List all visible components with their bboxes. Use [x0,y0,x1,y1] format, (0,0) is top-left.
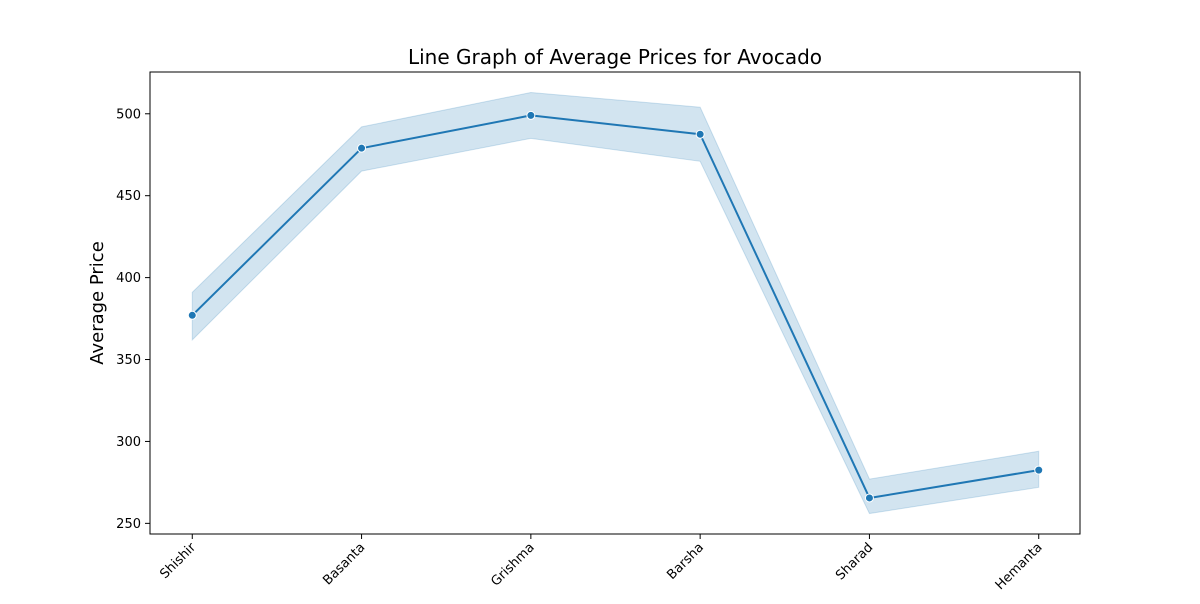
confidence-band [191,91,1040,515]
confidence-band-layer [191,91,1040,515]
data-point [526,110,536,120]
data-point [357,143,367,153]
y-axis-label: Average Price [87,241,108,365]
plot-area-frame [149,71,1081,535]
series-line [191,114,1039,499]
y-axis: 250 300 350 400 450 500 [116,107,150,532]
y-tick-label: 250 [116,517,141,532]
data-point [695,129,705,139]
y-tick-label: 450 [116,189,141,204]
y-tick-label: 300 [116,435,141,450]
y-tick-label: 350 [116,353,141,368]
y-tick-label: 400 [116,271,141,286]
y-tick-label: 500 [116,107,141,122]
chart-title: Line Graph of Average Prices for Avocado [408,45,822,69]
x-tick-label: Shishir [157,540,199,582]
x-tick-label: Hemanta [993,540,1046,593]
x-tick-label: Barsha [664,540,707,583]
data-point [1034,465,1044,475]
series-line-layer [191,114,1039,499]
x-tick-label: Grishma [488,540,537,589]
data-point [187,310,197,320]
x-axis: Shishir Basanta Grishma Barsha Sharad Hemanta [157,534,1046,593]
x-tick-label: Basanta [320,540,368,588]
data-point [864,493,874,503]
x-tick-label: Sharad [833,540,876,583]
data-point-layer [187,110,1044,503]
